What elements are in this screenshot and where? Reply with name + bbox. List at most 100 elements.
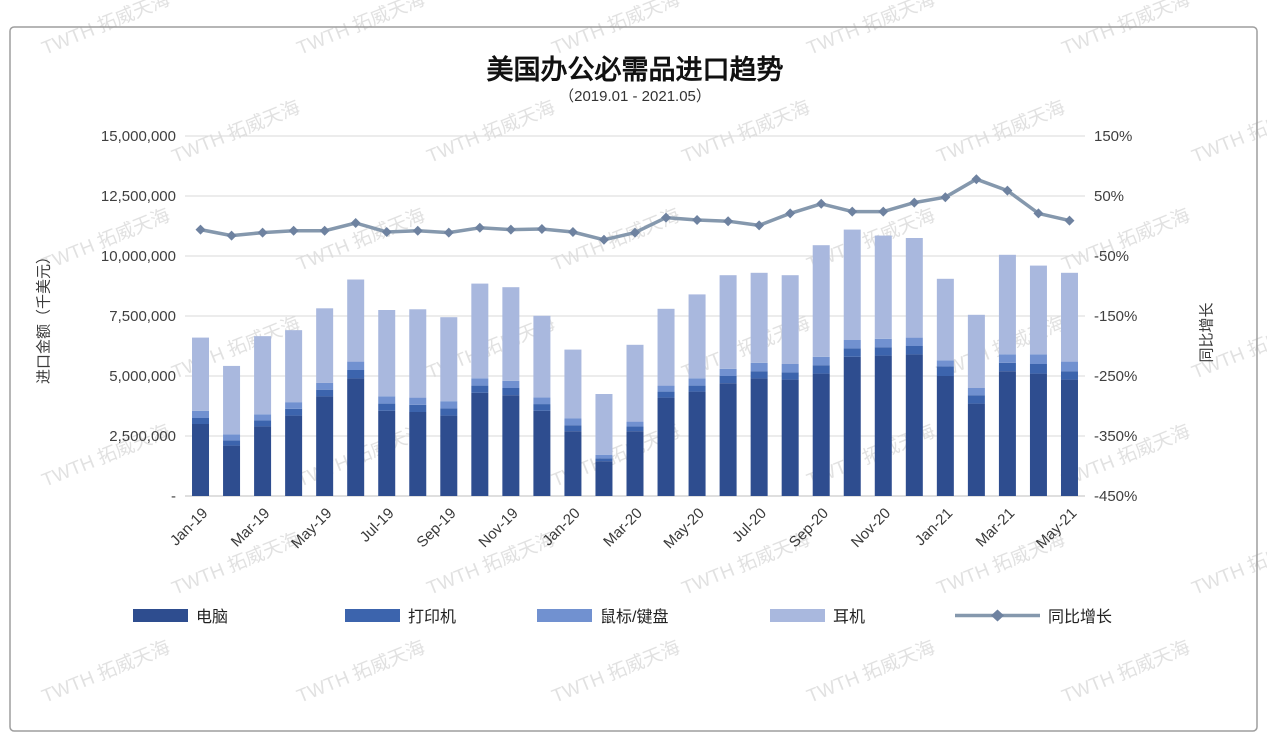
bar-segment-打印机-Jul-19 bbox=[378, 403, 396, 411]
bar-segment-鼠标/键盘-Aug-20 bbox=[781, 364, 799, 373]
bar-segment-鼠标/键盘-Sep-20 bbox=[812, 356, 830, 366]
bar-segment-电脑-Jun-20 bbox=[719, 383, 737, 496]
bar-segment-耳机-Mar-21 bbox=[998, 254, 1016, 355]
bar-segment-打印机-Jun-20 bbox=[719, 376, 737, 384]
bar-segment-耳机-Feb-20 bbox=[595, 394, 613, 455]
bar-segment-打印机-Oct-20 bbox=[843, 348, 861, 357]
yoy-marker-Oct-19 bbox=[474, 222, 485, 233]
bar-segment-鼠标/键盘-May-21 bbox=[1060, 361, 1078, 372]
yoy-marker-Nov-19 bbox=[505, 224, 516, 235]
bar-segment-耳机-Aug-20 bbox=[781, 275, 799, 364]
bar-segment-电脑-Aug-20 bbox=[781, 379, 799, 496]
chart-subtitle: （2019.01 - 2021.05） bbox=[559, 88, 711, 105]
yoy-marker-Feb-21 bbox=[971, 174, 982, 185]
yoy-marker-Jul-19 bbox=[381, 227, 392, 237]
bar-segment-鼠标/键盘-Jul-20 bbox=[750, 362, 768, 372]
watermark-text: TWTH 拓威天海 bbox=[294, 204, 428, 275]
bar-segment-鼠标/键盘-Jun-19 bbox=[347, 361, 365, 370]
watermark-text: TWTH 拓威天海 bbox=[39, 636, 173, 707]
bar-segment-鼠标/键盘-Apr-20 bbox=[657, 385, 675, 392]
bar-segment-电脑-Apr-19 bbox=[285, 415, 303, 496]
yoy-marker-Jun-19 bbox=[350, 218, 361, 228]
bar-segment-鼠标/键盘-Jan-19 bbox=[192, 410, 210, 418]
bar-segment-打印机-Sep-19 bbox=[440, 408, 458, 416]
bar-segment-打印机-Dec-20 bbox=[905, 346, 923, 355]
watermark-text: TWTH 拓威天海 bbox=[1189, 528, 1267, 599]
bar-segment-耳机-Mar-19 bbox=[254, 336, 272, 415]
left-axis-tick-label: 7,500,000 bbox=[109, 308, 176, 325]
bar-segment-电脑-Nov-20 bbox=[874, 355, 892, 496]
yoy-marker-Apr-21 bbox=[1033, 208, 1044, 219]
bar-segment-耳机-Jan-19 bbox=[192, 337, 210, 411]
bar-segment-耳机-Mar-20 bbox=[626, 344, 644, 422]
watermark-text: TWTH 拓威天海 bbox=[679, 96, 813, 167]
bar-segment-电脑-Feb-20 bbox=[595, 461, 613, 496]
bar-segment-耳机-Apr-20 bbox=[657, 308, 675, 386]
yoy-marker-Feb-20 bbox=[598, 234, 609, 245]
bar-segment-电脑-Feb-21 bbox=[967, 403, 985, 496]
bar-segment-电脑-Mar-21 bbox=[998, 371, 1016, 496]
yoy-marker-Jan-19 bbox=[195, 224, 206, 235]
watermark-text: TWTH 拓威天海 bbox=[294, 636, 428, 707]
bar-segment-打印机-Oct-19 bbox=[471, 385, 489, 393]
bar-segment-鼠标/键盘-Apr-21 bbox=[1029, 354, 1047, 364]
right-axis-tick-label: 50% bbox=[1094, 188, 1124, 205]
bar-segment-鼠标/键盘-Apr-19 bbox=[285, 402, 303, 409]
bar-segment-打印机-Nov-19 bbox=[502, 388, 520, 396]
right-axis-tick-label: -350% bbox=[1094, 428, 1137, 445]
bar-segment-电脑-Dec-20 bbox=[905, 354, 923, 496]
bar-segment-打印机-Jan-21 bbox=[936, 366, 954, 376]
bar-segment-耳机-Jan-21 bbox=[936, 278, 954, 361]
bar-segment-鼠标/键盘-Jul-19 bbox=[378, 396, 396, 404]
bar-segment-打印机-Aug-19 bbox=[409, 404, 427, 412]
bar-segment-鼠标/键盘-Oct-20 bbox=[843, 340, 861, 349]
yoy-marker-Jan-21 bbox=[940, 192, 951, 203]
left-axis-tick-label: 15,000,000 bbox=[101, 128, 176, 145]
chart-frame bbox=[9, 26, 1258, 732]
bar-segment-电脑-May-20 bbox=[688, 391, 706, 496]
bar-segment-电脑-Nov-19 bbox=[502, 395, 520, 496]
left-axis-tick-label: 5,000,000 bbox=[109, 368, 176, 385]
bar-segment-鼠标/键盘-Jun-20 bbox=[719, 368, 737, 376]
x-axis-tick-label: Jul-20 bbox=[729, 505, 770, 546]
watermark-text: TWTH 拓威天海 bbox=[424, 96, 558, 167]
bar-segment-打印机-Apr-19 bbox=[285, 408, 303, 416]
bar-segment-耳机-Jul-20 bbox=[750, 272, 768, 363]
legend-swatch-鼠标/键盘 bbox=[537, 609, 592, 622]
bar-segment-耳机-Jun-19 bbox=[347, 279, 365, 362]
yoy-marker-Sep-20 bbox=[816, 198, 827, 209]
bar-segment-打印机-Sep-20 bbox=[812, 365, 830, 374]
x-axis-tick-label: Sep-19 bbox=[413, 505, 459, 551]
bar-segment-电脑-Jan-21 bbox=[936, 376, 954, 496]
watermark-text: TWTH 拓威天海 bbox=[1189, 96, 1267, 167]
bar-segment-耳机-Sep-19 bbox=[440, 317, 458, 402]
legend-swatch-耳机 bbox=[770, 609, 825, 622]
bar-segment-电脑-Jul-19 bbox=[378, 410, 396, 496]
x-axis-tick-label: Nov-20 bbox=[848, 505, 894, 551]
bar-segment-打印机-Feb-19 bbox=[223, 440, 241, 446]
right-axis-tick-label: -50% bbox=[1094, 248, 1129, 265]
bar-segment-鼠标/键盘-Feb-19 bbox=[223, 434, 241, 441]
bar-segment-打印机-Jan-20 bbox=[564, 425, 582, 432]
legend-line-marker bbox=[991, 609, 1004, 622]
legend-label: 鼠标/键盘 bbox=[600, 607, 668, 626]
left-axis-tick-label: 2,500,000 bbox=[109, 428, 176, 445]
bar-segment-鼠标/键盘-Nov-19 bbox=[502, 380, 520, 388]
bar-segment-电脑-Mar-19 bbox=[254, 426, 272, 496]
legend-swatch-打印机 bbox=[345, 609, 400, 622]
bar-segment-鼠标/键盘-Sep-19 bbox=[440, 401, 458, 409]
bar-segment-打印机-Apr-20 bbox=[657, 391, 675, 398]
bar-segment-鼠标/键盘-Jan-20 bbox=[564, 418, 582, 426]
bar-segment-电脑-May-21 bbox=[1060, 379, 1078, 496]
yoy-marker-Jan-20 bbox=[567, 227, 578, 237]
chart-title: 美国办公必需品进口趋势 bbox=[486, 55, 784, 85]
right-axis-tick-label: -250% bbox=[1094, 368, 1137, 385]
x-axis-tick-label: May-19 bbox=[288, 505, 335, 552]
bar-segment-耳机-Feb-21 bbox=[967, 314, 985, 388]
bar-segment-电脑-Sep-20 bbox=[812, 373, 830, 496]
legend-label: 同比增长 bbox=[1048, 608, 1112, 626]
yoy-marker-Feb-19 bbox=[226, 230, 237, 241]
bar-segment-电脑-Jan-19 bbox=[192, 424, 210, 496]
bar-segment-电脑-Dec-19 bbox=[533, 410, 551, 496]
yoy-marker-Dec-20 bbox=[909, 197, 920, 208]
